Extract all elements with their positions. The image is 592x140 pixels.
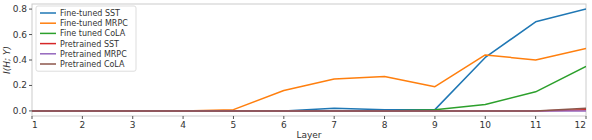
chart-root: 0.00.20.40.60.8123456789101112LayerI(H; … <box>0 0 592 140</box>
x-tick-label: 7 <box>331 120 337 130</box>
x-tick-label: 4 <box>180 120 186 130</box>
legend: Fine-tuned SSTFine-tuned MRPCFine tuned … <box>36 6 136 71</box>
y-tick-label: 0.2 <box>13 80 27 90</box>
series-group <box>32 9 586 111</box>
x-tick <box>233 116 234 119</box>
x-tick-label: 10 <box>480 120 492 130</box>
x-tick <box>586 116 587 119</box>
x-tick-label: 9 <box>432 120 438 130</box>
y-tick-label: 0.0 <box>13 106 28 116</box>
x-axis-label: Layer <box>296 130 321 140</box>
y-tick-label: 0.8 <box>13 4 28 14</box>
y-tick <box>29 9 32 10</box>
x-tick-label: 11 <box>530 120 541 130</box>
x-tick <box>334 116 335 119</box>
x-tick <box>132 116 133 119</box>
y-tick-label: 0.6 <box>13 30 28 40</box>
legend-swatch <box>40 63 56 65</box>
x-tick-label: 3 <box>130 120 136 130</box>
x-tick-label: 5 <box>231 120 237 130</box>
series-line <box>32 66 586 111</box>
legend-label: Pretrained SST <box>60 40 119 49</box>
y-tick-label: 0.4 <box>13 55 28 65</box>
legend-label: Pretrained MRPC <box>60 50 127 59</box>
series-line <box>32 49 586 111</box>
x-tick <box>283 116 284 119</box>
y-tick <box>29 60 32 61</box>
series-line <box>32 9 586 111</box>
y-tick <box>29 34 32 35</box>
x-tick <box>434 116 435 119</box>
x-tick-label: 6 <box>281 120 287 130</box>
x-tick <box>82 116 83 119</box>
legend-label: Fine-tuned MRPC <box>60 19 128 28</box>
x-tick-label: 12 <box>575 120 586 130</box>
legend-swatch <box>40 43 56 45</box>
legend-swatch <box>40 33 56 35</box>
chart-svg: 0.00.20.40.60.8123456789101112LayerI(H; … <box>0 0 592 140</box>
x-tick-label: 8 <box>382 120 388 130</box>
x-tick <box>535 116 536 119</box>
x-tick <box>183 116 184 119</box>
legend-label: Pretrained CoLA <box>60 60 125 69</box>
x-tick-label: 1 <box>32 120 38 130</box>
legend-swatch <box>40 22 56 24</box>
x-tick <box>485 116 486 119</box>
legend-label: Fine-tuned SST <box>60 9 120 18</box>
legend-label: Fine tuned CoLA <box>60 29 126 38</box>
plot-frame <box>32 4 586 116</box>
y-axis-label: I(H; Y) <box>2 46 12 74</box>
x-tick-label: 2 <box>79 120 85 130</box>
legend-box <box>36 6 136 71</box>
x-tick <box>384 116 385 119</box>
y-tick <box>29 110 32 111</box>
y-tick <box>29 85 32 86</box>
x-tick <box>32 116 33 119</box>
legend-swatch <box>40 12 56 14</box>
legend-swatch <box>40 53 56 55</box>
series-line <box>32 108 586 111</box>
